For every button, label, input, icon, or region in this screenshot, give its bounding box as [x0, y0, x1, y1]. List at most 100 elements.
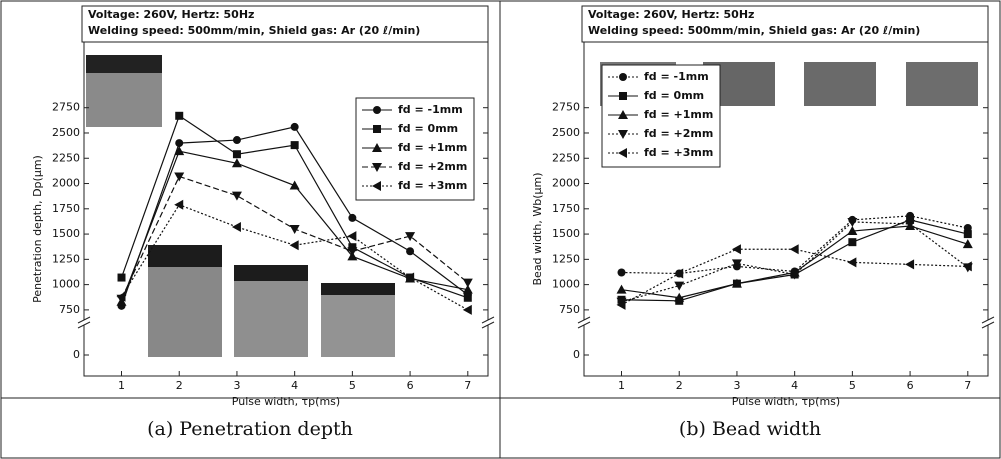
axis-break: [77, 316, 91, 324]
data-point: [174, 172, 185, 182]
y-tick-label: 1000: [52, 278, 80, 291]
legend-marker: [618, 110, 628, 119]
data-point: [731, 259, 742, 269]
y-tick-label: 0: [73, 348, 80, 361]
data-point: [347, 231, 357, 242]
data-point: [905, 219, 916, 229]
data-point: [405, 272, 415, 283]
y-tick-label: 1500: [552, 227, 580, 240]
axis-break: [577, 316, 591, 324]
data-point: [462, 284, 473, 294]
y-tick-label: 2500: [552, 126, 580, 139]
data-point: [174, 146, 185, 156]
y-tick-label: 2750: [552, 101, 580, 114]
legend-label: fd = +1mm: [644, 108, 713, 121]
photo: [804, 62, 876, 106]
data-point: [231, 191, 242, 201]
data-point: [674, 281, 685, 291]
x-axis-label: Pulse width, τp(ms): [232, 395, 340, 408]
legend-marker: [372, 163, 382, 172]
data-point: [231, 158, 242, 168]
data-point: [674, 268, 684, 279]
data-point: [289, 180, 300, 190]
data-point: [962, 239, 973, 249]
x-tick-label: 2: [676, 379, 683, 392]
x-tick-label: 4: [291, 379, 298, 392]
data-point: [962, 261, 972, 272]
axis-break: [77, 321, 91, 329]
axis-break: [982, 320, 994, 325]
legend-label: fd = 0mm: [398, 122, 458, 135]
series-line: [621, 225, 968, 299]
photo: [234, 265, 308, 281]
x-tick-label: 3: [233, 379, 240, 392]
data-point: [789, 270, 800, 280]
data-point: [174, 199, 184, 210]
data-point: [847, 217, 858, 227]
y-tick-label: 2250: [52, 151, 80, 164]
data-point: [175, 111, 184, 120]
legend-marker: [619, 73, 627, 81]
y-tick-label: 750: [59, 303, 80, 316]
y-tick-label: 2250: [552, 151, 580, 164]
data-point: [290, 141, 299, 150]
data-point: [175, 139, 184, 148]
photo: [906, 62, 978, 106]
caption: (b) Bead width: [679, 418, 821, 440]
data-point: [117, 273, 126, 282]
legend-label: fd = +3mm: [644, 146, 713, 159]
x-tick-label: 1: [618, 379, 625, 392]
data-point: [847, 226, 858, 236]
data-point: [348, 213, 357, 222]
photo: [321, 283, 395, 357]
series-line: [621, 219, 968, 302]
chart-title: Welding speed: 500mm/min, Shield gas: Ar…: [88, 24, 420, 37]
x-tick-label: 6: [407, 379, 414, 392]
data-point: [405, 232, 416, 242]
y-axis-label: Penetration depth, Dp(μm): [31, 155, 44, 303]
photo: [321, 283, 395, 295]
data-point: [963, 230, 972, 239]
legend-label: fd = -1mm: [398, 103, 463, 116]
y-tick-label: 1250: [552, 252, 580, 265]
legend-marker: [373, 106, 381, 114]
data-point: [674, 292, 685, 302]
y-tick-label: 1250: [52, 252, 80, 265]
legend-label: fd = +3mm: [398, 179, 467, 192]
y-tick-label: 2500: [52, 126, 80, 139]
y-tick-label: 1750: [552, 202, 580, 215]
data-point: [463, 293, 472, 302]
axis-break: [981, 321, 995, 329]
data-point: [616, 284, 627, 294]
axis-break: [481, 316, 495, 324]
data-point: [406, 247, 415, 256]
caption: (a) Penetration depth: [147, 418, 353, 440]
legend-marker: [618, 130, 628, 139]
x-tick-label: 4: [791, 379, 798, 392]
axis-break: [981, 316, 995, 324]
legend-marker: [618, 148, 627, 158]
chart-title: Voltage: 260V, Hertz: 50Hz: [588, 8, 754, 21]
data-point: [905, 259, 915, 270]
legend-label: fd = +1mm: [398, 141, 467, 154]
data-point: [462, 304, 472, 315]
y-tick-label: 1500: [52, 227, 80, 240]
data-point: [289, 225, 300, 235]
data-point: [848, 238, 857, 247]
data-point: [116, 291, 126, 302]
data-point: [231, 221, 241, 232]
x-tick-label: 1: [118, 379, 125, 392]
legend-marker: [372, 181, 381, 191]
axis-break: [578, 320, 590, 325]
x-tick-label: 7: [964, 379, 971, 392]
x-tick-label: 3: [733, 379, 740, 392]
x-axis-label: Pulse width, τp(ms): [732, 395, 840, 408]
data-point: [232, 136, 241, 145]
y-tick-label: 1750: [52, 202, 80, 215]
x-tick-label: 6: [907, 379, 914, 392]
data-point: [232, 150, 241, 159]
x-tick-label: 2: [176, 379, 183, 392]
axis-break: [481, 321, 495, 329]
legend-label: fd = 0mm: [644, 89, 704, 102]
